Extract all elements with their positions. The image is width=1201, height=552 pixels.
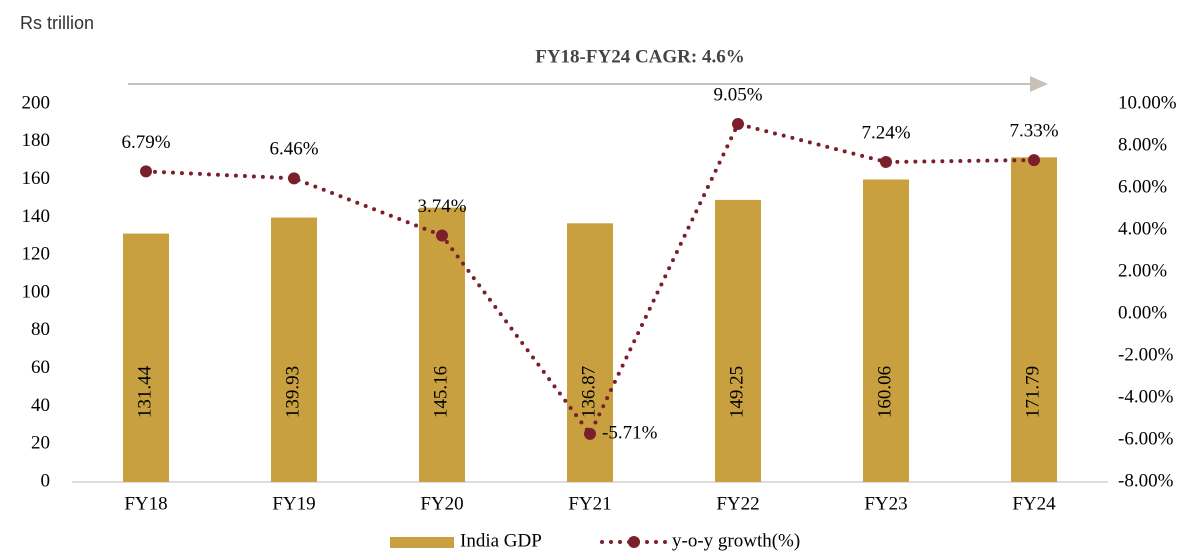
bar [419,207,465,483]
y2-tick-label: 4.00% [1118,218,1167,239]
line-value-label: 9.05% [713,84,762,105]
y2-tick-label: 2.00% [1118,260,1167,281]
line-marker [436,229,448,242]
bar-value-label: 160.06 [874,366,895,418]
bar-value-label: 139.93 [282,366,303,418]
line-marker [140,165,152,178]
x-tick-label: FY24 [1012,493,1056,514]
y-tick-label: 120 [22,244,51,265]
y2-tick-label: 10.00% [1118,92,1177,113]
y-tick-label: 20 [31,433,50,454]
arrow-head [1030,76,1048,92]
x-tick-label: FY20 [420,493,463,514]
line-value-label: 6.79% [121,132,170,153]
y-tick-label: 140 [22,206,51,227]
y2-tick-label: -8.00% [1118,470,1174,491]
y-tick-label: 0 [41,470,51,491]
x-tick-label: FY18 [124,493,167,514]
y-tick-label: 100 [22,281,51,302]
line-value-label: 7.24% [861,122,910,143]
y-tick-label: 60 [31,357,50,378]
y2-tick-label: -6.00% [1118,428,1174,449]
y2-tick-label: 0.00% [1118,302,1167,323]
y-tick-label: 40 [31,395,50,416]
bar-value-label: 136.87 [578,366,599,418]
bar-value-label: 131.44 [134,365,155,418]
legend-label: India GDP [460,530,542,551]
bar [1011,157,1057,482]
x-tick-label: FY22 [716,493,759,514]
chart-title: Rs trillion [20,13,94,33]
x-tick-label: FY21 [568,493,611,514]
line-marker [1028,154,1040,167]
legend-swatch [390,537,454,548]
legend-label: y-o-y growth(%) [672,530,800,551]
y-tick-label: 160 [22,168,51,189]
bar-value-label: 149.25 [726,366,747,418]
annotation: FY18-FY24 CAGR: 4.6% [535,46,745,67]
y2-tick-label: -4.00% [1118,386,1174,407]
line-value-label: -5.71% [602,422,658,443]
y-tick-label: 180 [22,130,51,151]
bar [863,179,909,482]
bar [715,199,761,483]
x-tick-label: FY23 [864,493,907,514]
line-value-label: 7.33% [1009,120,1058,141]
y2-tick-label: 8.00% [1118,134,1167,155]
bar [123,233,169,482]
line-marker [288,172,300,185]
bar-value-label: 171.79 [1022,366,1043,418]
y2-tick-label: -2.00% [1118,344,1174,365]
line-marker [732,117,744,130]
x-tick-label: FY19 [272,493,315,514]
line-value-label: 6.46% [269,139,318,160]
y2-tick-label: 6.00% [1118,176,1167,197]
bar [271,217,317,483]
line-marker [880,155,892,168]
y-tick-label: 80 [31,319,50,340]
line-marker [584,427,596,440]
line-value-label: 3.74% [417,196,466,217]
bar-value-label: 145.16 [430,366,451,418]
legend-marker [628,536,640,548]
y-tick-label: 200 [22,92,51,113]
